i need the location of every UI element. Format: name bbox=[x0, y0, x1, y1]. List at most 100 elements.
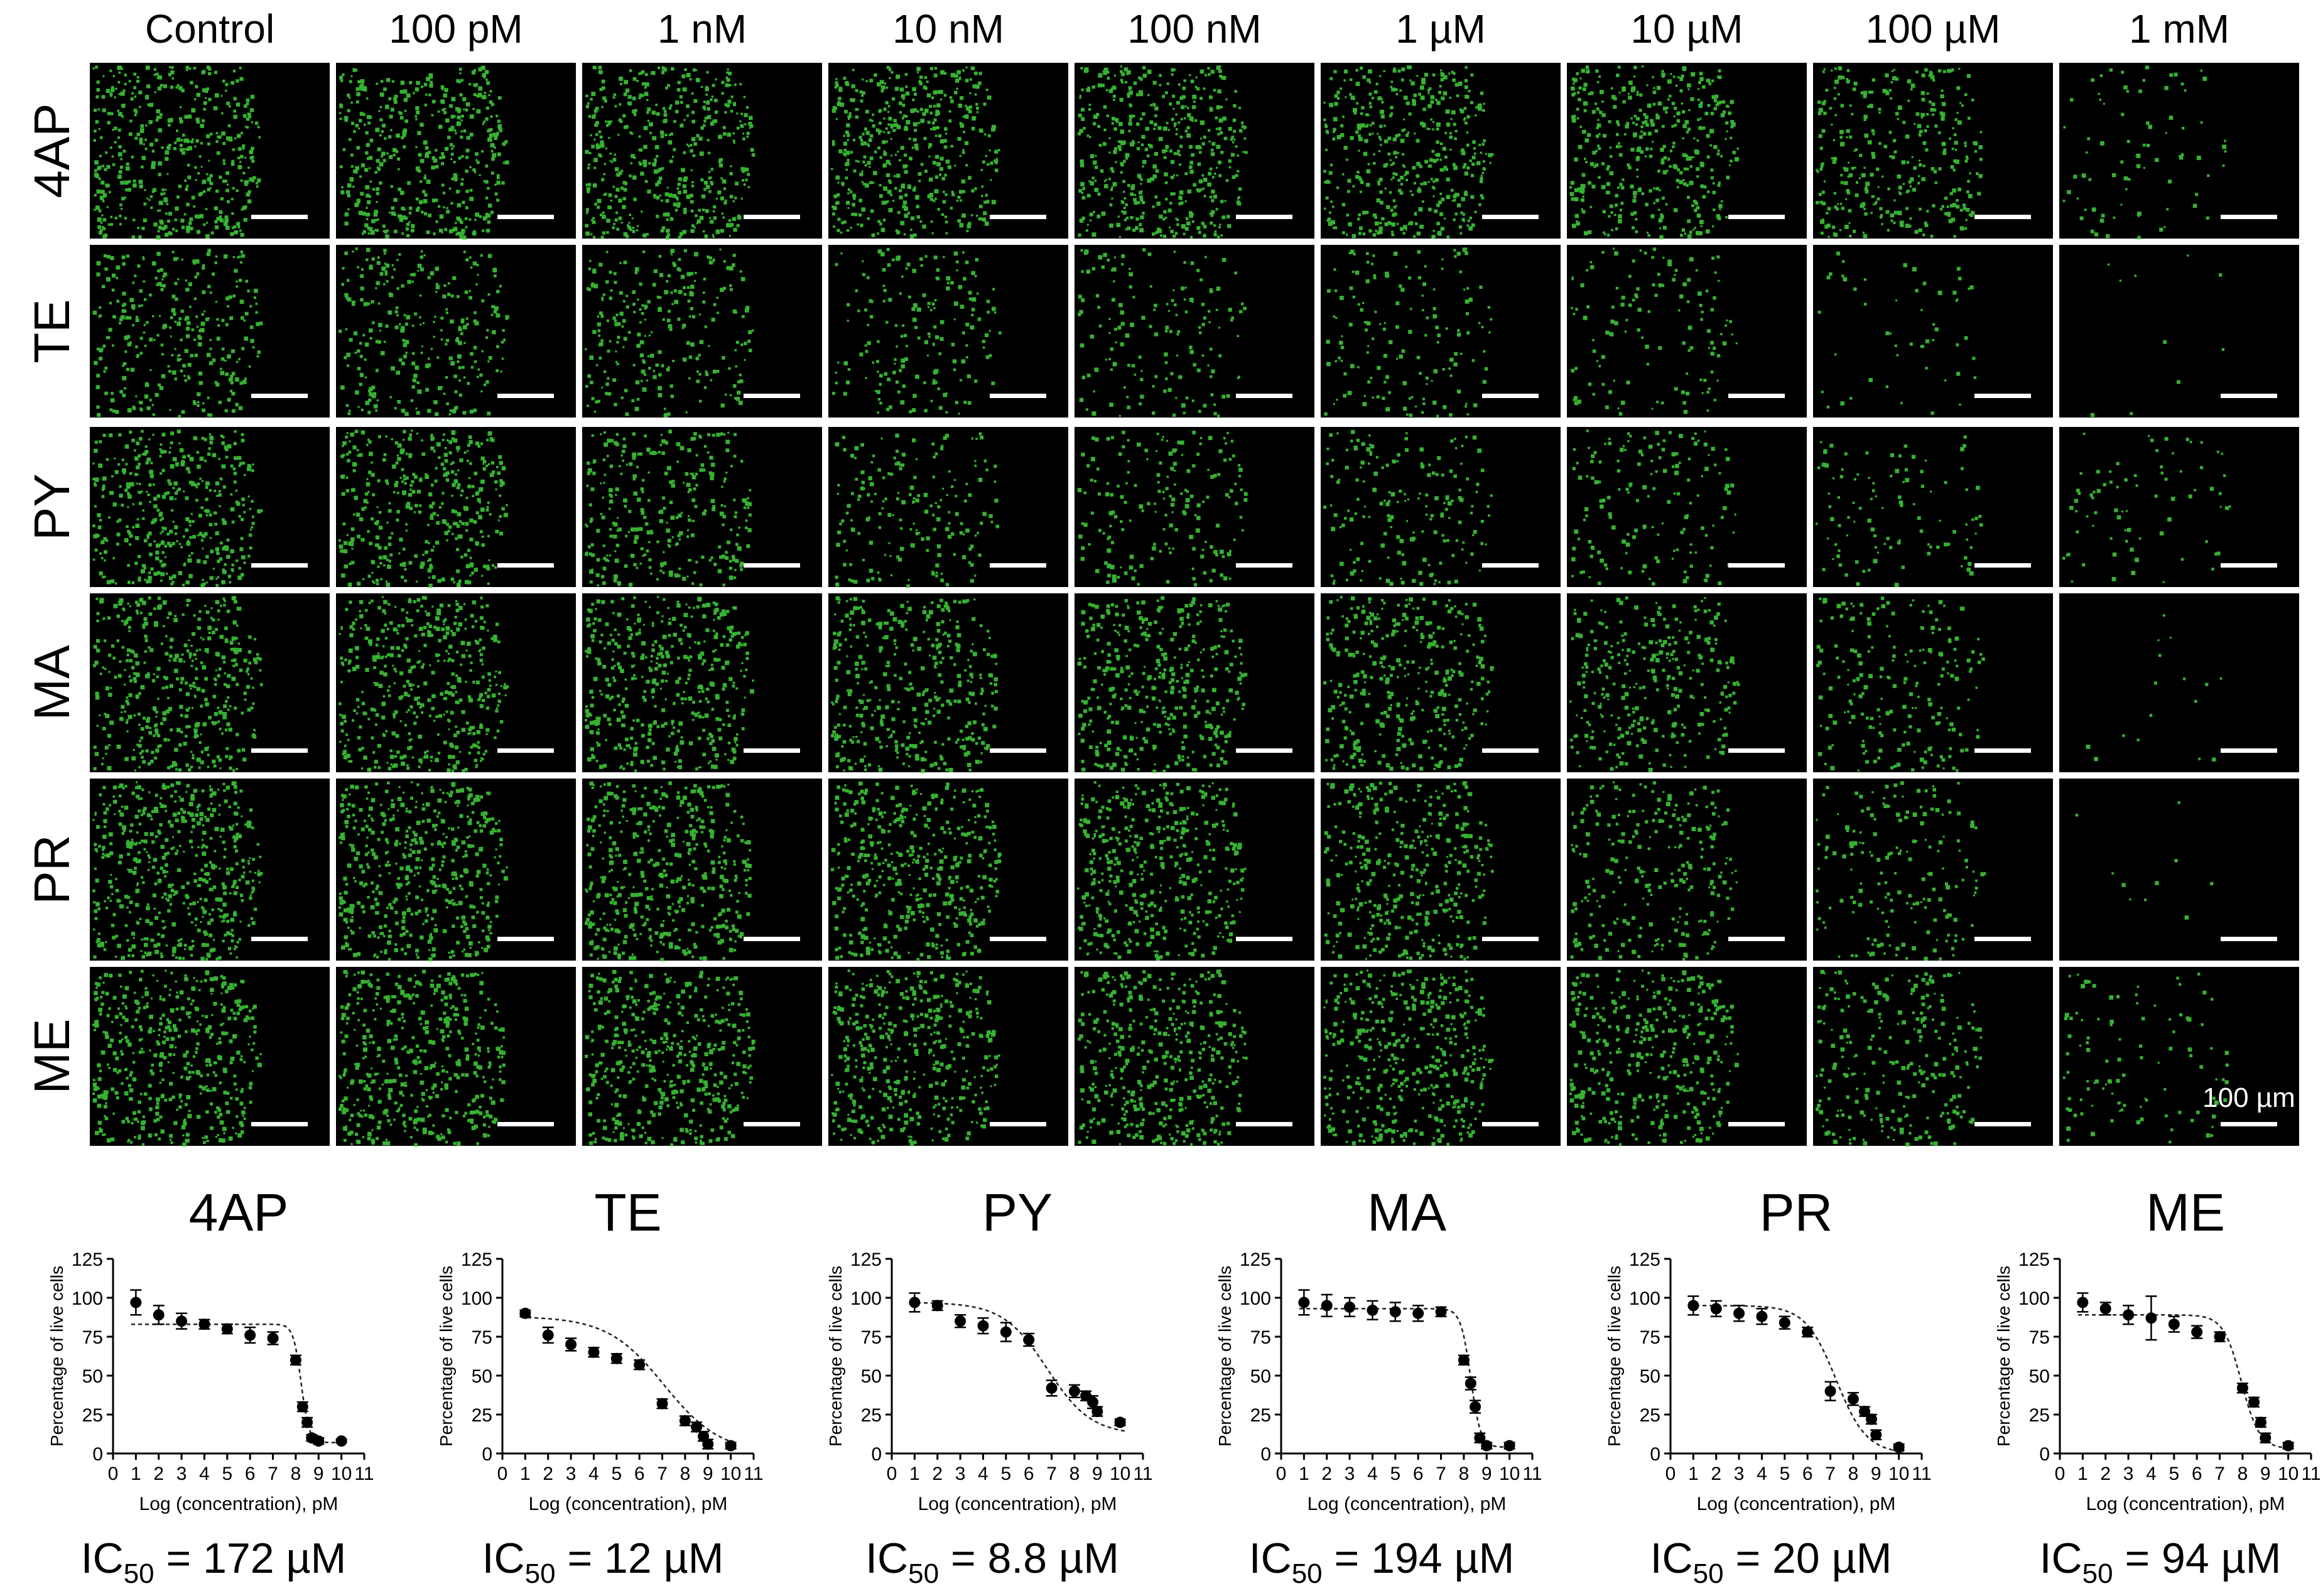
live-cells bbox=[93, 596, 263, 772]
y-tick-label: 100 bbox=[1240, 1288, 1271, 1309]
micrograph-background bbox=[2059, 593, 2299, 772]
y-tick-label: 0 bbox=[871, 1444, 882, 1465]
micrograph-pr-1-mm bbox=[2059, 779, 2299, 961]
x-tick-label: 0 bbox=[497, 1464, 508, 1484]
x-tick-label: 3 bbox=[176, 1464, 187, 1484]
scale-bar bbox=[1236, 1122, 1292, 1126]
ic50-subscript: 50 bbox=[2082, 1558, 2113, 1589]
micrograph-background bbox=[1567, 593, 1807, 772]
micrograph-py-100-nm bbox=[1075, 427, 1314, 587]
data-point bbox=[2260, 1432, 2272, 1444]
scale-bar bbox=[2221, 748, 2277, 753]
data-point bbox=[301, 1416, 313, 1428]
micrograph-4ap-1-nm bbox=[582, 63, 822, 240]
y-tick-label: 100 bbox=[461, 1288, 492, 1309]
ic50-prefix: IC bbox=[482, 1534, 525, 1582]
scale-bar bbox=[2221, 563, 2277, 568]
micrograph-background bbox=[1567, 427, 1807, 587]
micrograph-background bbox=[336, 967, 576, 1146]
fit-curve bbox=[1299, 1308, 1514, 1448]
scale-bar bbox=[2221, 937, 2277, 941]
chart-title: MA bbox=[1367, 1183, 1446, 1242]
x-tick-label: 11 bbox=[354, 1464, 374, 1484]
x-tick-label: 8 bbox=[1459, 1464, 1470, 1484]
ic50-label: IC50 = 12 µM bbox=[482, 1534, 724, 1589]
x-tick-label: 11 bbox=[2301, 1464, 2320, 1484]
micrograph-pr-control bbox=[90, 779, 330, 961]
ic50-prefix: IC bbox=[2040, 1534, 2082, 1582]
scale-bar bbox=[1974, 215, 2031, 219]
micrograph-background bbox=[1567, 63, 1807, 239]
x-tick-label: 1 bbox=[1688, 1464, 1699, 1484]
data-point bbox=[2077, 1297, 2089, 1308]
scale-bar bbox=[2221, 394, 2277, 398]
y-axis-label: Percentage of live cells bbox=[826, 1266, 845, 1447]
live-cells bbox=[92, 781, 263, 961]
scale-bar bbox=[990, 215, 1046, 219]
y-tick-label: 0 bbox=[92, 1444, 103, 1465]
chart-title: PY bbox=[982, 1183, 1053, 1242]
data-point bbox=[2191, 1326, 2203, 1338]
micrograph-background bbox=[336, 63, 576, 239]
micrograph-background bbox=[582, 245, 822, 418]
data-point bbox=[1046, 1382, 1058, 1394]
ic50-label: IC50 = 194 µM bbox=[1249, 1534, 1515, 1589]
micrograph-ma-1-mm bbox=[2059, 593, 2299, 772]
x-tick-label: 5 bbox=[222, 1464, 232, 1484]
y-tick-label: 100 bbox=[1629, 1288, 1660, 1309]
y-tick-label: 125 bbox=[2018, 1249, 2050, 1270]
live-cells bbox=[1569, 65, 1739, 240]
live-cells bbox=[831, 969, 1000, 1146]
x-tick-label: 7 bbox=[1046, 1464, 1057, 1484]
scale-bar bbox=[744, 1122, 800, 1126]
x-axis-label: Log (concentration), pM bbox=[139, 1494, 338, 1514]
x-tick-label: 10 bbox=[1499, 1464, 1520, 1484]
data-point bbox=[542, 1329, 554, 1341]
micrograph-pr-100-pm bbox=[336, 779, 576, 962]
data-point bbox=[1779, 1317, 1790, 1329]
y-tick-label: 125 bbox=[461, 1249, 492, 1270]
micrograph-te-1-nm bbox=[582, 245, 822, 418]
scale-bar bbox=[744, 748, 800, 753]
data-point bbox=[725, 1440, 737, 1452]
data-point bbox=[2255, 1416, 2266, 1428]
scale-bar bbox=[1728, 937, 1785, 941]
data-point bbox=[1870, 1429, 1882, 1441]
micrograph-background bbox=[828, 967, 1068, 1146]
x-tick-label: 10 bbox=[1888, 1464, 1909, 1484]
micrograph-me-100-pm bbox=[336, 967, 576, 1147]
concentration-header-control: Control bbox=[145, 6, 274, 51]
live-cells bbox=[1078, 65, 1248, 239]
y-axis-label: Percentage of live cells bbox=[47, 1266, 67, 1447]
y-tick-label: 50 bbox=[472, 1366, 492, 1387]
live-cells bbox=[338, 247, 509, 416]
data-point bbox=[1389, 1306, 1401, 1318]
micrograph-background bbox=[1567, 245, 1807, 418]
x-tick-label: 4 bbox=[978, 1464, 988, 1484]
micrograph-background bbox=[1321, 967, 1561, 1146]
live-cells bbox=[1324, 247, 1493, 418]
data-point bbox=[634, 1359, 646, 1371]
data-point bbox=[565, 1339, 577, 1351]
concentration-header-100-um: 100 µM bbox=[1866, 6, 2001, 51]
micrograph-te-control bbox=[90, 245, 330, 418]
y-tick-label: 25 bbox=[2029, 1405, 2050, 1426]
y-axis-label: Percentage of live cells bbox=[1215, 1266, 1235, 1447]
ic50-value: = 20 µM bbox=[1724, 1534, 1892, 1582]
data-point bbox=[1458, 1354, 1470, 1366]
ic50-label: IC50 = 94 µM bbox=[2040, 1534, 2282, 1589]
live-cells bbox=[585, 781, 752, 962]
micrograph-background bbox=[90, 593, 330, 772]
x-tick-label: 1 bbox=[909, 1464, 920, 1484]
scale-bar bbox=[1974, 563, 2031, 568]
compound-row-label-4ap: 4AP bbox=[24, 103, 80, 198]
data-point bbox=[2236, 1382, 2248, 1394]
scale-bar bbox=[1482, 394, 1539, 398]
fit-curve bbox=[1689, 1305, 1904, 1453]
micrograph-me-1-mm: 100 µm bbox=[2059, 967, 2299, 1146]
micrograph-me-control bbox=[90, 967, 330, 1147]
micrograph-te-1-um bbox=[1321, 245, 1561, 418]
x-tick-label: 7 bbox=[1825, 1464, 1836, 1484]
micrograph-me-1-um bbox=[1321, 967, 1561, 1146]
